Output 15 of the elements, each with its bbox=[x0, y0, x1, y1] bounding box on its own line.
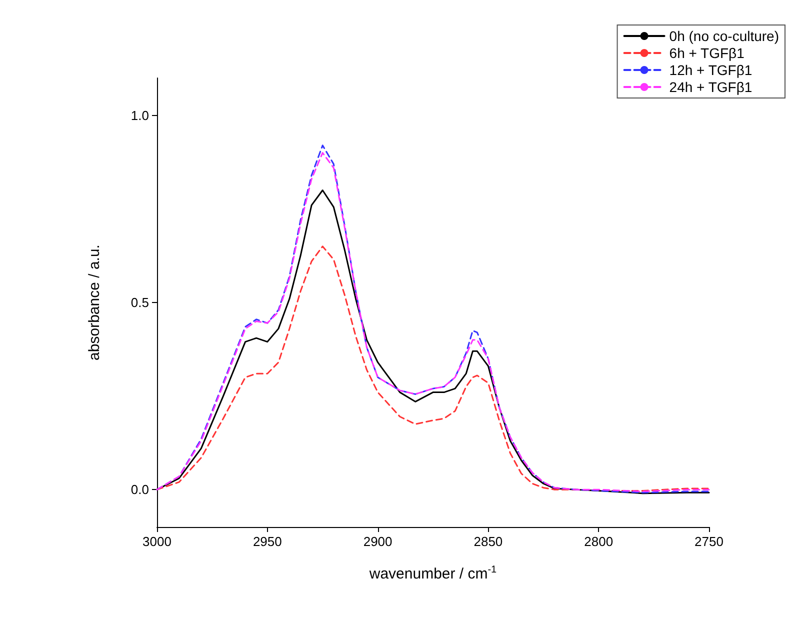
x-tick-label: 3000 bbox=[142, 534, 172, 549]
x-tick-label: 2950 bbox=[252, 534, 282, 549]
y-tick-label: 1.0 bbox=[130, 108, 149, 123]
legend-label: 6h + TGFβ1 bbox=[669, 45, 745, 61]
x-tick-label: 2900 bbox=[363, 534, 392, 549]
legend-label: 0h (no co-culture) bbox=[669, 28, 779, 44]
y-tick-label: 0.5 bbox=[130, 295, 149, 310]
x-tick-label: 2750 bbox=[694, 534, 724, 549]
line-series bbox=[156, 246, 710, 492]
y-axis-title: absorbance / a.u. bbox=[86, 244, 103, 360]
x-tick-label: 2800 bbox=[584, 534, 614, 549]
y-tick-label: 0.0 bbox=[130, 482, 149, 498]
legend-label: 12h + TGFβ1 bbox=[669, 62, 752, 78]
legend-label: 24h + TGFβ1 bbox=[669, 79, 752, 95]
x-tick-label: 2850 bbox=[474, 534, 503, 549]
